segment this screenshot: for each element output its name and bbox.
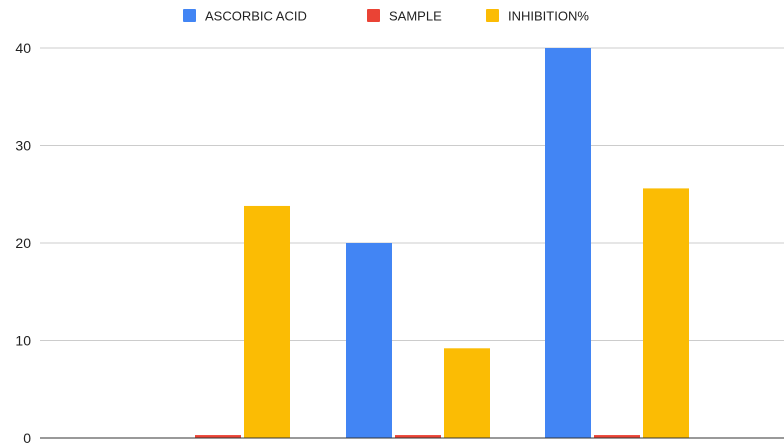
y-tick-label-10: 10 [15,333,31,349]
y-axis-ticks: 0 10 20 30 40 [15,40,31,444]
legend: ASCORBIC ACID SAMPLE INHIBITION% [183,9,589,24]
legend-swatch-1 [183,9,196,22]
bar-inhibition-2 [444,348,490,438]
y-tick-label-40: 40 [15,40,31,56]
bar-inhibition-3 [643,188,689,438]
legend-label-3: INHIBITION% [508,9,589,24]
bar-sample-3 [594,435,640,438]
legend-label-1: ASCORBIC ACID [205,9,307,24]
bars [195,48,689,438]
y-tick-label-0: 0 [23,430,31,444]
legend-label-2: SAMPLE [389,9,442,24]
bar-sample-1 [195,435,241,438]
bar-sample-2 [395,435,441,438]
y-tick-label-30: 30 [15,138,31,154]
legend-swatch-2 [367,9,380,22]
y-tick-label-20: 20 [15,235,31,251]
bar-ascorbic-acid-2 [346,243,392,438]
legend-swatch-3 [486,9,499,22]
bar-inhibition-1 [244,205,290,438]
bar-ascorbic-acid-3 [545,48,591,438]
